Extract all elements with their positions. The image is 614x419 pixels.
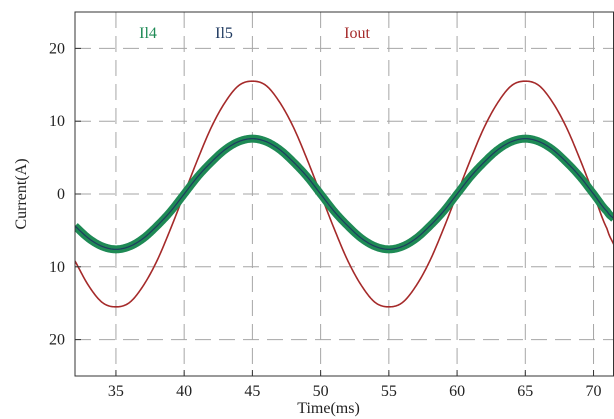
grid: [75, 12, 614, 376]
series-line-il5: [75, 138, 614, 250]
legend-label-iout: Iout: [344, 25, 370, 42]
y-tick-label: 20: [49, 40, 65, 57]
legend: Il4 Il5 Iout: [139, 25, 370, 42]
axis-ticks: 35 40 45 50 55 60 65 70 20 10 0 10 20: [49, 40, 602, 400]
x-tick-label: 50: [313, 383, 329, 400]
x-tick-label: 65: [517, 383, 533, 400]
x-tick-label: 70: [586, 383, 602, 400]
x-tick-label: 40: [176, 383, 192, 400]
series-line-iout: [75, 80, 614, 308]
y-axis-title: Current(A): [13, 158, 30, 229]
x-tick-label: 55: [381, 383, 397, 400]
y-tick-label: 10: [49, 113, 65, 130]
y-tick-label: 0: [57, 186, 65, 203]
y-tick-label: 20: [49, 332, 65, 349]
series-lines: [75, 80, 614, 308]
x-tick-label: 35: [108, 383, 124, 400]
x-tick-label: 60: [449, 383, 465, 400]
x-tick-label: 45: [244, 383, 260, 400]
x-axis-title: Time(ms): [297, 400, 360, 417]
legend-label-il4: Il4: [139, 25, 157, 42]
legend-label-il5: Il5: [215, 25, 233, 42]
y-tick-label: 10: [49, 259, 65, 276]
